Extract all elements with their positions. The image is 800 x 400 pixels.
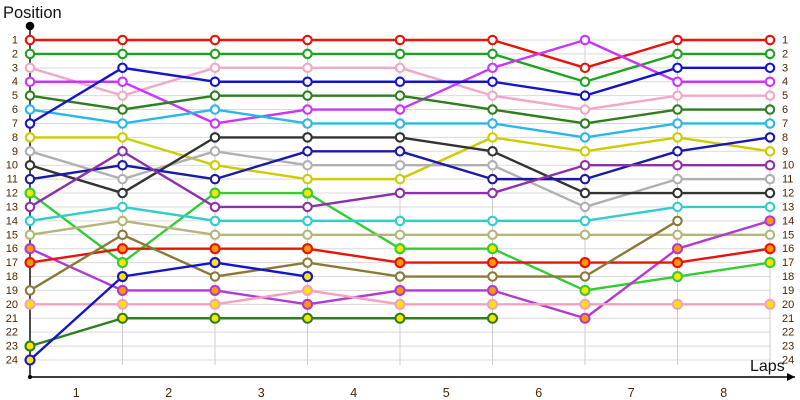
svg-text:11: 11 xyxy=(782,174,793,186)
svg-text:5: 5 xyxy=(12,90,18,102)
svg-text:9: 9 xyxy=(782,146,788,158)
svg-text:19: 19 xyxy=(6,285,18,297)
svg-text:8: 8 xyxy=(720,386,727,400)
svg-text:14: 14 xyxy=(782,215,794,227)
svg-text:16: 16 xyxy=(782,243,794,255)
svg-text:3: 3 xyxy=(12,62,18,74)
svg-text:2: 2 xyxy=(165,386,172,400)
svg-text:8: 8 xyxy=(782,132,788,144)
svg-text:Position: Position xyxy=(3,4,62,22)
svg-text:23: 23 xyxy=(782,341,794,353)
svg-text:23: 23 xyxy=(6,341,18,353)
svg-text:6: 6 xyxy=(535,386,542,400)
svg-text:24: 24 xyxy=(6,355,18,367)
svg-text:13: 13 xyxy=(6,201,18,213)
svg-text:3: 3 xyxy=(782,62,788,74)
svg-text:12: 12 xyxy=(782,188,794,200)
svg-text:3: 3 xyxy=(258,386,265,400)
svg-text:2: 2 xyxy=(12,48,18,60)
svg-text:5: 5 xyxy=(443,386,450,400)
svg-text:17: 17 xyxy=(6,257,18,269)
svg-text:4: 4 xyxy=(782,76,788,88)
svg-text:10: 10 xyxy=(6,160,18,172)
svg-text:21: 21 xyxy=(782,313,794,325)
svg-text:7: 7 xyxy=(628,386,635,400)
svg-text:19: 19 xyxy=(782,285,794,297)
svg-text:6: 6 xyxy=(12,104,18,116)
svg-text:5: 5 xyxy=(782,90,788,102)
svg-text:7: 7 xyxy=(12,118,18,130)
svg-text:12: 12 xyxy=(6,188,18,200)
svg-text:1: 1 xyxy=(12,35,18,47)
svg-text:Laps: Laps xyxy=(750,358,785,375)
svg-text:20: 20 xyxy=(6,299,18,311)
svg-text:6: 6 xyxy=(782,104,788,116)
svg-text:2: 2 xyxy=(782,48,788,60)
svg-text:10: 10 xyxy=(782,160,794,172)
svg-text:13: 13 xyxy=(782,201,794,213)
svg-text:11: 11 xyxy=(7,174,18,186)
svg-text:4: 4 xyxy=(350,386,357,400)
svg-text:18: 18 xyxy=(782,271,794,283)
svg-text:16: 16 xyxy=(6,243,18,255)
svg-text:15: 15 xyxy=(6,229,18,241)
svg-text:1: 1 xyxy=(73,386,80,400)
svg-text:14: 14 xyxy=(6,215,18,227)
svg-text:1: 1 xyxy=(782,35,788,47)
svg-text:15: 15 xyxy=(782,229,794,241)
svg-text:8: 8 xyxy=(12,132,18,144)
svg-text:22: 22 xyxy=(782,327,794,339)
svg-text:17: 17 xyxy=(782,257,794,269)
svg-text:20: 20 xyxy=(782,299,794,311)
svg-text:7: 7 xyxy=(782,118,788,130)
svg-text:21: 21 xyxy=(6,313,18,325)
svg-text:4: 4 xyxy=(12,76,18,88)
svg-text:18: 18 xyxy=(6,271,18,283)
svg-text:22: 22 xyxy=(6,327,18,339)
svg-text:9: 9 xyxy=(12,146,18,158)
